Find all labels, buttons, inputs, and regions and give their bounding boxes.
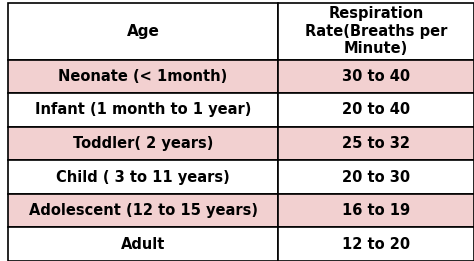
Bar <box>278 60 474 93</box>
Bar <box>8 3 278 60</box>
Text: Neonate (< 1month): Neonate (< 1month) <box>58 69 228 84</box>
Bar <box>8 127 278 160</box>
Bar <box>278 194 474 227</box>
Text: 16 to 19: 16 to 19 <box>342 203 410 218</box>
Bar <box>8 60 278 93</box>
Bar <box>278 93 474 127</box>
Text: Adult: Adult <box>121 237 165 252</box>
Text: Age: Age <box>127 24 160 39</box>
Text: 20 to 30: 20 to 30 <box>342 170 410 185</box>
Bar <box>8 93 278 127</box>
Bar <box>278 3 474 60</box>
Text: Child ( 3 to 11 years): Child ( 3 to 11 years) <box>56 170 230 185</box>
Bar <box>278 127 474 160</box>
Bar <box>8 160 278 194</box>
Text: 25 to 32: 25 to 32 <box>342 136 410 151</box>
Bar <box>278 160 474 194</box>
Text: Toddler( 2 years): Toddler( 2 years) <box>73 136 213 151</box>
Bar <box>8 194 278 227</box>
Bar <box>8 227 278 261</box>
Bar <box>278 227 474 261</box>
Text: Respiration
Rate(Breaths per
Minute): Respiration Rate(Breaths per Minute) <box>305 6 447 56</box>
Text: 30 to 40: 30 to 40 <box>342 69 410 84</box>
Text: Adolescent (12 to 15 years): Adolescent (12 to 15 years) <box>28 203 257 218</box>
Text: 12 to 20: 12 to 20 <box>342 237 410 252</box>
Text: 20 to 40: 20 to 40 <box>342 103 410 117</box>
Text: Infant (1 month to 1 year): Infant (1 month to 1 year) <box>35 103 251 117</box>
